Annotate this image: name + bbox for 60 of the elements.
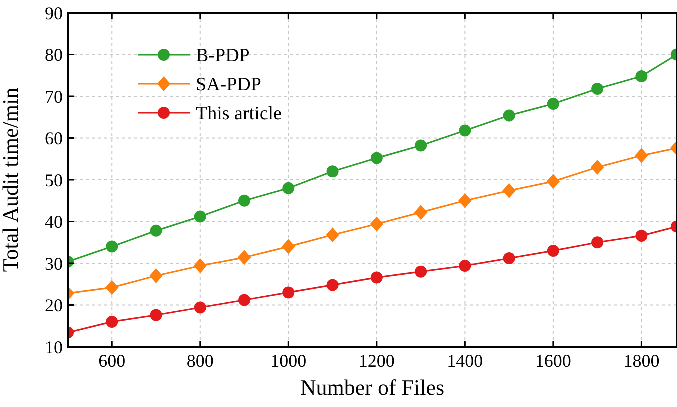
point xyxy=(326,166,339,178)
point xyxy=(415,140,428,152)
point xyxy=(547,244,560,257)
point xyxy=(326,228,340,243)
y-tick-label: 50 xyxy=(45,170,63,190)
legend-label: SA-PDP xyxy=(196,74,262,96)
point xyxy=(106,316,118,328)
point xyxy=(414,205,428,220)
point xyxy=(150,268,163,284)
y-axis-title: Total Audit time/min xyxy=(0,88,23,272)
legend-label: This article xyxy=(196,104,282,125)
point xyxy=(502,183,516,198)
point xyxy=(458,193,472,208)
point xyxy=(415,266,428,278)
y-tick-label: 20 xyxy=(45,296,63,316)
point xyxy=(370,272,383,284)
point xyxy=(238,194,251,207)
point xyxy=(282,182,295,194)
y-tick-label: 30 xyxy=(45,254,63,274)
point xyxy=(590,160,604,175)
point xyxy=(194,210,206,223)
point xyxy=(150,224,162,237)
y-tick-label: 80 xyxy=(45,45,63,66)
point xyxy=(106,280,119,296)
y-tick-label: 90 xyxy=(45,3,63,24)
point xyxy=(326,279,339,292)
point xyxy=(282,286,295,299)
point xyxy=(592,236,604,249)
x-axis-title: Number of Files xyxy=(300,375,445,400)
x-tick-label: 600 xyxy=(98,351,126,371)
point xyxy=(635,148,648,164)
point xyxy=(503,252,516,264)
x-tick-label: 1400 xyxy=(447,351,484,371)
point xyxy=(592,82,604,95)
y-tick-label: 40 xyxy=(45,212,63,232)
x-tick-label: 1000 xyxy=(270,351,307,371)
point xyxy=(370,216,384,232)
point xyxy=(546,174,560,190)
point xyxy=(459,124,472,137)
point xyxy=(636,70,648,82)
legend-label: B-PDP xyxy=(196,46,250,67)
point xyxy=(238,294,251,306)
point xyxy=(238,250,252,266)
x-tick-label: 1800 xyxy=(624,351,660,371)
y-tick-label: 10 xyxy=(45,337,63,358)
x-tick-label: 1200 xyxy=(358,351,395,371)
point xyxy=(150,309,162,322)
point xyxy=(547,98,560,110)
x-tick-label: 800 xyxy=(186,351,214,371)
y-tick-label: 60 xyxy=(45,128,63,149)
point xyxy=(636,230,648,242)
point xyxy=(503,110,516,122)
point xyxy=(459,260,472,272)
point xyxy=(194,302,206,314)
point xyxy=(282,239,296,254)
x-tick-label: 1600 xyxy=(535,351,572,371)
point xyxy=(370,152,383,164)
point xyxy=(106,240,118,253)
y-tick-label: 70 xyxy=(45,86,63,107)
point xyxy=(194,258,207,274)
